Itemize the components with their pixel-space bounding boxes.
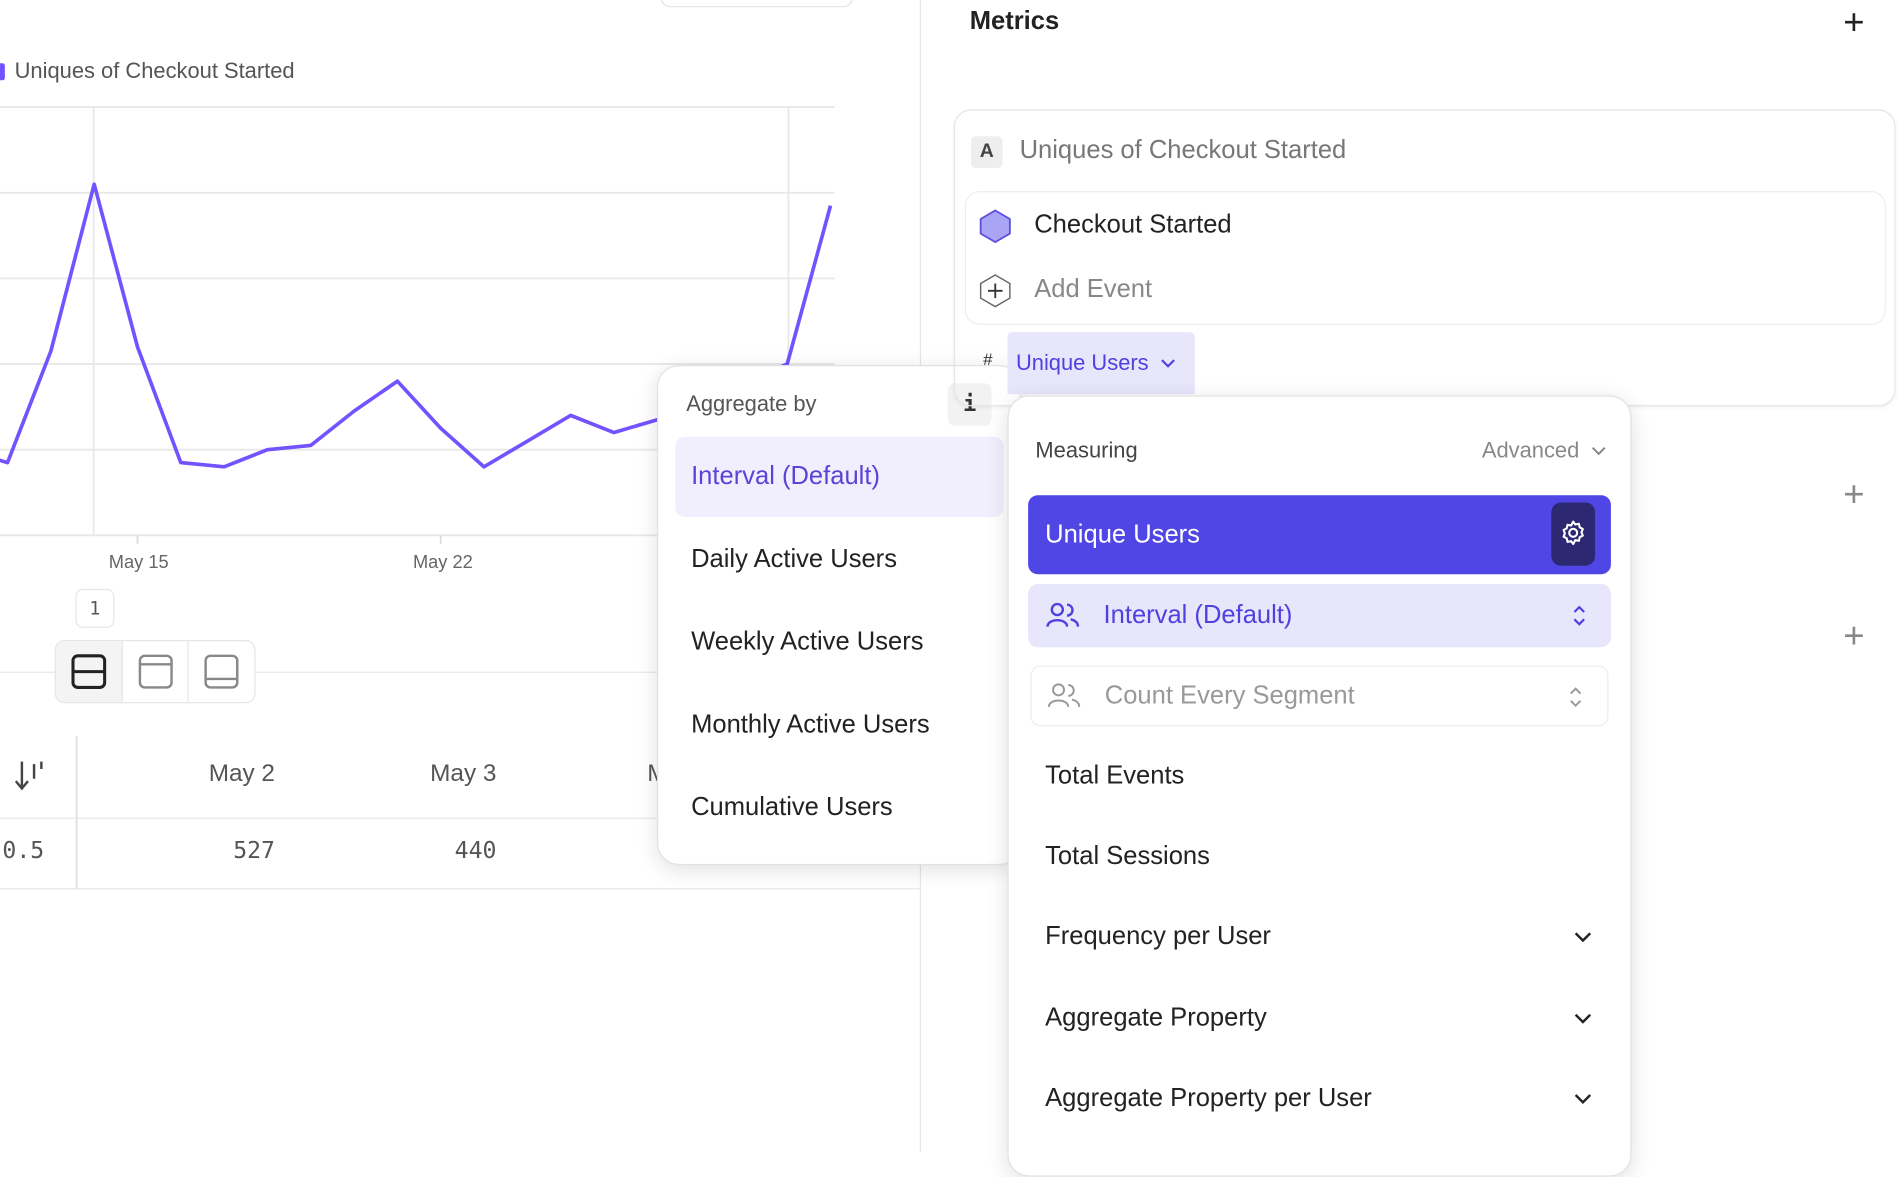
measure-option[interactable]: Aggregate Property xyxy=(1028,984,1611,1052)
advanced-label: Advanced xyxy=(1482,438,1579,464)
measure-option-label: Aggregate Property xyxy=(1045,1004,1267,1033)
measure-option-label: Aggregate Property per User xyxy=(1045,1084,1372,1113)
metric-letter-badge: A xyxy=(971,136,1003,168)
table-cell: 440 xyxy=(455,837,497,864)
legend-label[interactable]: Uniques of Checkout Started xyxy=(15,58,295,84)
metric-card: A Uniques of Checkout Started Checkout S… xyxy=(954,110,1896,407)
annotation-badge[interactable]: 1 xyxy=(75,589,114,628)
add-metric-icon[interactable]: + xyxy=(1843,5,1864,42)
aggregate-option[interactable]: Daily Active Users xyxy=(675,520,1004,600)
table-only-icon xyxy=(203,653,240,690)
chevron-down-icon xyxy=(1574,931,1591,942)
column-divider xyxy=(75,736,77,889)
events-box: Checkout Started Add Event xyxy=(965,191,1886,325)
add-breakdown-icon[interactable]: + xyxy=(1843,618,1864,655)
table-only-button[interactable] xyxy=(189,641,254,702)
event-hexagon-icon xyxy=(978,208,1012,245)
measure-option-label: Frequency per User xyxy=(1045,922,1271,951)
split-view-icon xyxy=(70,653,107,690)
table-cell: 527 xyxy=(233,837,275,864)
x-tick-label: May 22 xyxy=(413,552,473,573)
menu-title: Aggregate by xyxy=(686,392,816,418)
metrics-title: Metrics xyxy=(970,7,1059,36)
measure-option[interactable]: Frequency per User xyxy=(1028,903,1611,971)
measure-option[interactable]: Aggregate Property per User xyxy=(1028,1065,1611,1133)
interval-select-label: Interval (Default) xyxy=(1104,601,1293,630)
measuring-menu: Measuring Advanced Unique Users Interval… xyxy=(1007,395,1631,1176)
count-select[interactable]: Count Every Segment xyxy=(1031,666,1609,727)
updown-chevron-icon xyxy=(1568,686,1583,708)
measure-option-label: Total Events xyxy=(1045,762,1184,791)
aggregate-option[interactable]: Cumulative Users xyxy=(675,768,1004,848)
column-header[interactable]: May 3 xyxy=(430,760,496,788)
advanced-toggle[interactable]: Advanced xyxy=(1482,438,1606,464)
aggregate-option[interactable]: Weekly Active Users xyxy=(675,602,1004,682)
settings-button[interactable] xyxy=(1551,502,1595,565)
layout-toggle xyxy=(55,640,256,703)
chevron-down-icon xyxy=(1161,358,1176,368)
x-tick-label: May 15 xyxy=(109,552,169,573)
metric-name[interactable]: Uniques of Checkout Started xyxy=(1020,136,1347,165)
aggregate-option[interactable]: Interval (Default) xyxy=(675,437,1004,517)
users-icon xyxy=(1045,602,1082,629)
aggregate-by-menu: Aggregate by i Interval (Default) Daily … xyxy=(657,365,1021,865)
chart-only-icon xyxy=(137,653,174,690)
split-view-button[interactable] xyxy=(56,641,123,702)
chevron-down-icon xyxy=(1574,1093,1591,1104)
toolbar-button[interactable] xyxy=(661,0,853,7)
count-select-label: Count Every Segment xyxy=(1105,681,1355,710)
menu-title: Measuring xyxy=(1035,438,1137,464)
measure-option-label: Total Sessions xyxy=(1045,842,1210,871)
chart-only-button[interactable] xyxy=(122,641,189,702)
legend-swatch xyxy=(0,63,5,80)
add-filter-icon[interactable]: + xyxy=(1843,477,1864,514)
event-name[interactable]: Checkout Started xyxy=(1034,210,1231,239)
gear-icon xyxy=(1557,518,1589,550)
measure-option[interactable]: Total Sessions xyxy=(1028,822,1611,890)
measure-option-selected[interactable]: Unique Users xyxy=(1028,495,1611,574)
add-event-button[interactable]: Add Event xyxy=(1034,275,1152,304)
add-event-icon[interactable] xyxy=(978,273,1012,310)
measure-option-label: Unique Users xyxy=(1045,520,1200,549)
column-header[interactable]: May 2 xyxy=(209,760,275,788)
interval-select[interactable]: Interval (Default) xyxy=(1028,584,1611,647)
measure-dropdown[interactable]: Unique Users xyxy=(1007,332,1194,394)
updown-chevron-icon xyxy=(1572,605,1587,627)
chevron-down-icon xyxy=(1591,446,1606,456)
measure-dropdown-label: Unique Users xyxy=(1016,350,1149,376)
sort-icon[interactable] xyxy=(12,757,46,794)
hash-label: # xyxy=(983,349,992,368)
users-icon xyxy=(1046,683,1083,710)
measure-option[interactable]: Total Events xyxy=(1028,742,1611,810)
aggregate-option[interactable]: Monthly Active Users xyxy=(675,685,1004,765)
chevron-down-icon xyxy=(1574,1013,1591,1024)
table-cell: 0.5 xyxy=(2,837,44,864)
table-divider xyxy=(0,888,920,889)
